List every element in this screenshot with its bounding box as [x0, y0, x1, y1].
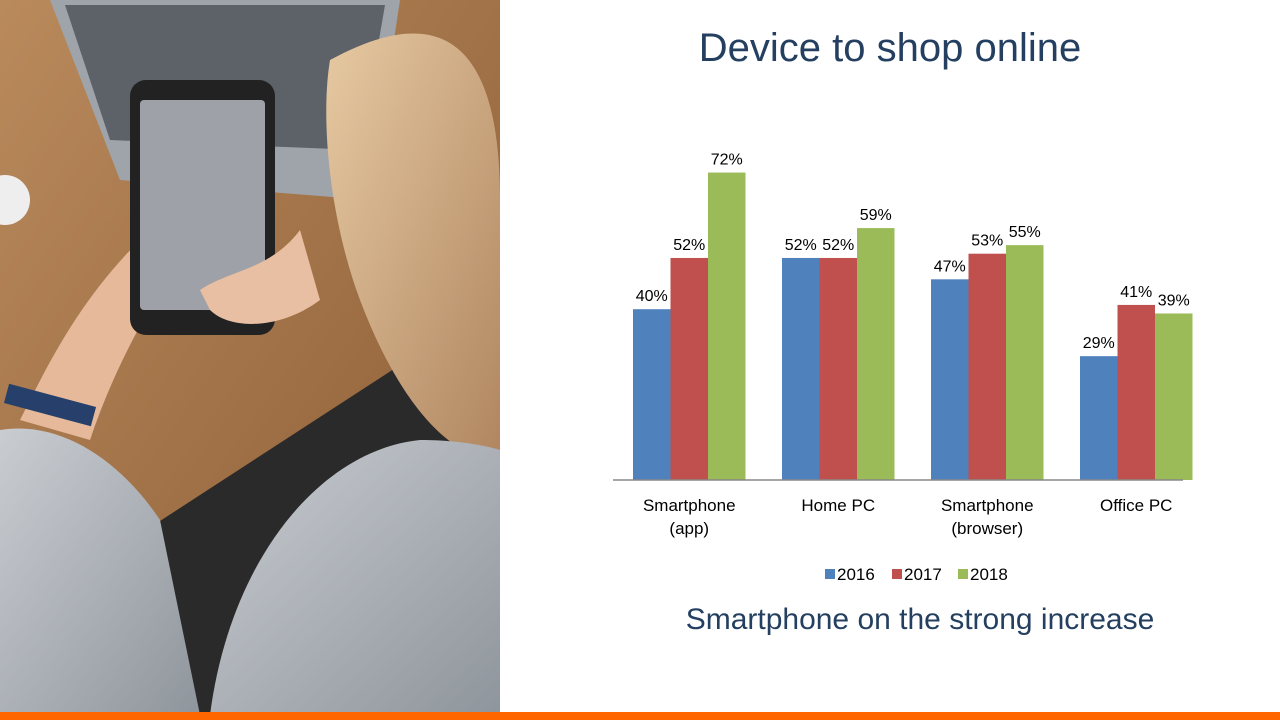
legend-label: 2018 [970, 565, 1008, 584]
bar-2018 [708, 172, 746, 480]
data-label: 41% [1120, 284, 1152, 301]
data-label: 47% [934, 258, 966, 275]
bar-2018 [1006, 245, 1044, 480]
accent-bar [0, 712, 1280, 720]
data-label: 52% [673, 237, 705, 254]
data-label: 53% [971, 233, 1003, 250]
data-label: 52% [785, 237, 817, 254]
data-label: 39% [1158, 292, 1190, 309]
bar-2017 [670, 257, 708, 480]
bar-2018 [857, 228, 895, 480]
legend-swatch-2018 [958, 569, 968, 579]
bar-2016 [782, 257, 820, 480]
data-label: 59% [860, 207, 892, 224]
legend-swatch-2016 [825, 569, 835, 579]
bar-2017 [1117, 304, 1155, 480]
category-label: Home PC [801, 496, 875, 515]
data-label: 55% [1009, 224, 1041, 241]
category-label: Smartphone (browser) [941, 496, 1034, 538]
category-label: Smartphone (app) [643, 496, 736, 538]
bar-2018 [1155, 313, 1193, 480]
legend-label: 2017 [904, 565, 942, 584]
category-label: Office PC [1100, 496, 1172, 515]
data-label: 29% [1083, 335, 1115, 352]
bar-2016 [1080, 356, 1118, 480]
data-label: 52% [822, 237, 854, 254]
bar-2016 [931, 279, 969, 480]
data-label: 40% [636, 288, 668, 305]
bar-2017 [968, 253, 1006, 480]
slide-subtitle: Smartphone on the strong increase [685, 603, 1155, 636]
bar-2016 [633, 309, 671, 480]
slide-title: Device to shop online [698, 26, 1082, 70]
bar-2017 [819, 257, 857, 480]
photo-woman-using-smartphone [0, 0, 500, 715]
legend-swatch-2017 [892, 569, 902, 579]
legend-label: 2016 [837, 565, 875, 584]
data-label: 72% [711, 152, 743, 169]
bar-chart: 40% 52% 72% Smartphone (app) 52% 52% 59% Home PC… [613, 152, 1193, 584]
